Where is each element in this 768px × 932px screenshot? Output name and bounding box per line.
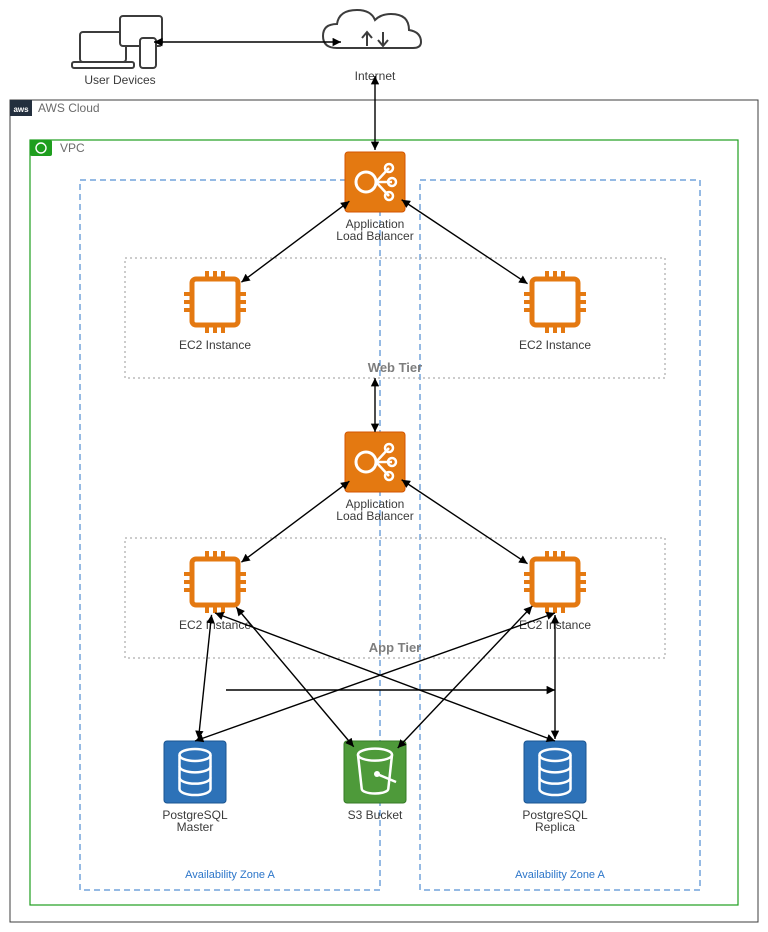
svg-text:Load Balancer: Load Balancer xyxy=(336,509,413,523)
vpc-label: VPC xyxy=(60,141,85,155)
svg-text:Master: Master xyxy=(177,820,214,834)
postgres-replica-icon xyxy=(524,741,586,803)
az-a-label: Availability Zone A xyxy=(185,869,275,881)
arrow xyxy=(198,615,211,739)
arrow xyxy=(402,480,528,564)
ec2-app-right xyxy=(524,551,586,613)
svg-text:Load Balancer: Load Balancer xyxy=(336,229,413,243)
arrow xyxy=(241,201,349,282)
svg-text:Replica: Replica xyxy=(535,820,575,834)
az-b-label: Availability Zone A xyxy=(515,869,605,881)
architecture-diagram: User DevicesInternetawsAWS CloudVPCAvail… xyxy=(0,0,768,932)
aws-cloud-label: AWS Cloud xyxy=(38,101,100,115)
arrow xyxy=(398,606,533,748)
ec2-web-left xyxy=(184,271,246,333)
arrow xyxy=(241,481,349,562)
app_tier-label: App Tier xyxy=(369,640,422,655)
postgres-master-icon xyxy=(164,741,226,803)
ec2-web-right xyxy=(524,271,586,333)
arrow xyxy=(215,613,555,741)
arrow xyxy=(402,200,528,284)
s3-bucket-icon xyxy=(344,741,406,803)
arrow xyxy=(195,613,555,741)
ec2-web-left-label: EC2 Instance xyxy=(179,338,251,352)
ec2-app-left xyxy=(184,551,246,613)
svg-text:aws: aws xyxy=(13,105,29,114)
alb-web-icon xyxy=(345,152,405,212)
s3-label: S3 Bucket xyxy=(348,808,403,822)
user-devices-label: User Devices xyxy=(84,73,155,87)
phone-icon xyxy=(140,38,156,68)
alb-app-icon xyxy=(345,432,405,492)
web_tier-label: Web Tier xyxy=(368,360,422,375)
ec2-web-right-label: EC2 Instance xyxy=(519,338,591,352)
ec2-app-left-label: EC2 Instance xyxy=(179,618,251,632)
